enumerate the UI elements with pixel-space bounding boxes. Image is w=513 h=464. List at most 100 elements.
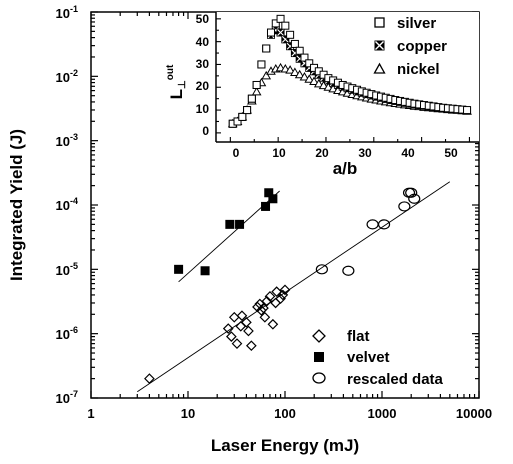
- x-tick-label: 1: [87, 406, 94, 421]
- x-tick-label: 10: [181, 406, 195, 421]
- main-fit-lines: [137, 181, 451, 393]
- silver-point: [305, 59, 314, 68]
- inset-y-tick-label: 40: [196, 35, 210, 49]
- inset-x-tick-label: 30: [358, 146, 372, 160]
- y-tick-label: 10-7: [56, 389, 78, 406]
- silver-point: [233, 117, 242, 126]
- y-tick-label: 10-3: [56, 132, 78, 149]
- main-x-tick-labels: 1 10 100 1000 10000: [87, 406, 492, 421]
- velvet-point: [200, 266, 210, 276]
- flat-point: [267, 318, 279, 330]
- nickel-point: [318, 80, 329, 90]
- legend-label-nickel: nickel: [397, 61, 440, 78]
- flat-point: [228, 311, 240, 323]
- silver-point: [295, 46, 304, 55]
- rescaled-data-point: [377, 219, 391, 230]
- legend-label-velvet: velvet: [347, 349, 390, 366]
- nickel-point: [323, 82, 334, 91]
- inset-y-tick-label: 30: [196, 57, 210, 71]
- y-tick-label: 10-4: [56, 196, 78, 213]
- flat-point: [259, 311, 271, 323]
- flat-point: [222, 323, 234, 334]
- legend-label-copper: copper: [397, 38, 447, 55]
- flat-point: [144, 373, 155, 384]
- flat-point: [235, 320, 247, 332]
- silver-point: [252, 80, 261, 89]
- inset-data-points: [227, 14, 472, 128]
- rescaled-data-point: [408, 193, 421, 204]
- inset-x-tick-labels: 0 10 20 30 40 50: [233, 146, 458, 160]
- inset-x-tick-label: 40: [401, 146, 415, 160]
- y-tick-label: 10-5: [56, 261, 78, 278]
- y-axis-title: Integrated Yield (J): [7, 129, 26, 281]
- main-data-points: [144, 187, 421, 384]
- velvet-point: [268, 194, 278, 204]
- legend-label-rescaled-data: rescaled data: [347, 371, 444, 388]
- legend-marker-rescaled-data: [312, 372, 326, 384]
- silver-point: [300, 53, 309, 62]
- x-tick-label: 10000: [456, 406, 492, 421]
- silver-point: [238, 112, 247, 121]
- legend-label-silver: silver: [397, 15, 436, 32]
- legend-marker-flat: [312, 329, 326, 343]
- silver-point: [262, 44, 271, 53]
- legend-marker-copper: [374, 40, 385, 51]
- nickel-point: [251, 86, 262, 96]
- inset-y-tick-label: 0: [202, 124, 209, 138]
- silver-point: [290, 39, 299, 48]
- rescaled-data-point: [342, 265, 355, 276]
- nickel-point: [309, 76, 319, 86]
- rescaled-data-point: [405, 187, 418, 198]
- silver-point: [463, 106, 472, 115]
- main-y-tick-labels: 10-7 10-6 10-5 10-4 10-3 10-2 10-1: [56, 4, 78, 406]
- flat-point: [279, 284, 291, 296]
- inset-axes: [215, 12, 479, 143]
- flat-point: [236, 310, 248, 322]
- legend-marker-velvet: [314, 352, 324, 362]
- velvet-point: [264, 188, 274, 198]
- copper-point: [276, 28, 285, 37]
- velvet-point: [225, 219, 235, 229]
- nickel-point: [294, 69, 305, 79]
- inset-y-tick-label: 50: [196, 12, 210, 26]
- inset-y-tick-label: 10: [196, 102, 210, 116]
- nickel-point: [290, 67, 300, 76]
- velvet-point: [174, 264, 184, 274]
- velvet-point: [261, 201, 271, 211]
- x-tick-label: 100: [274, 406, 296, 421]
- rescaled-data-point: [315, 264, 328, 275]
- inset-y-tick-label: 20: [196, 79, 210, 93]
- nickel-point: [304, 74, 315, 83]
- legend-label-flat: flat: [347, 328, 370, 345]
- silver-point: [281, 21, 290, 30]
- rescaled-data-point: [398, 201, 411, 212]
- flat-point: [264, 291, 276, 302]
- legend-marker-silver: [374, 17, 385, 28]
- rescaled-data-point: [366, 219, 379, 230]
- copper-point-cross: [277, 29, 284, 36]
- main-legend: flat velvet rescaled data: [312, 328, 444, 388]
- silver-point: [243, 106, 252, 115]
- fit-line: [137, 181, 451, 393]
- flat-point: [277, 289, 289, 301]
- flat-point: [258, 302, 269, 314]
- silver-point: [266, 28, 275, 37]
- nickel-point: [285, 65, 295, 74]
- inset-background: [216, 12, 479, 142]
- nickel-point: [299, 71, 310, 81]
- silver-point: [286, 30, 295, 39]
- x-tick-label: 1000: [368, 406, 397, 421]
- flat-point: [243, 325, 254, 337]
- flat-point: [246, 340, 257, 352]
- flat-point: [261, 295, 273, 307]
- flat-point: [241, 316, 252, 328]
- y-tick-label: 10-1: [56, 4, 78, 21]
- nickel-point: [313, 78, 324, 88]
- flat-point: [231, 338, 243, 349]
- silver-point: [276, 14, 285, 23]
- inset-x-axis-title: a/b: [333, 159, 358, 178]
- inset-x-tick-label: 0: [233, 146, 240, 160]
- inset-x-tick-label: 20: [315, 146, 329, 160]
- velvet-point: [235, 219, 245, 229]
